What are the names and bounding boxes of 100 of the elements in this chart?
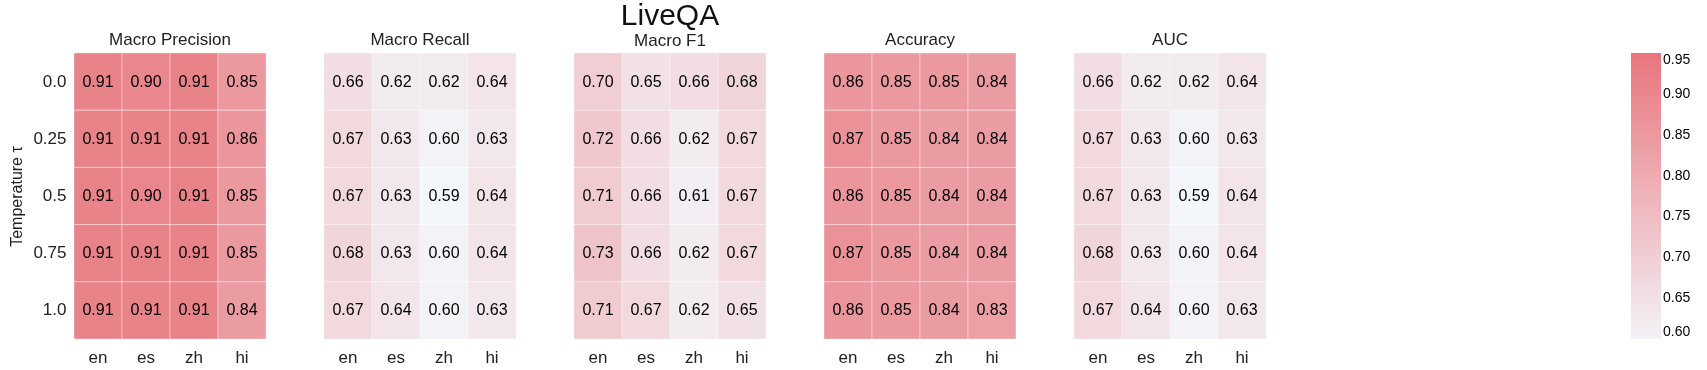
- chart-title: LiveQA: [620, 0, 720, 31]
- data-label: 0.68: [1082, 244, 1114, 262]
- data-label: 0.63: [380, 187, 412, 204]
- data-label: 0.91: [178, 301, 210, 319]
- data-label: 0.84: [976, 244, 1008, 262]
- data-label: 0.91: [178, 129, 210, 147]
- data-label: 0.65: [726, 301, 758, 319]
- chart-subtitle: Macro F1: [634, 30, 706, 50]
- data-label: 0.91: [130, 129, 162, 147]
- data-label: 0.66: [332, 72, 364, 90]
- data-label: 0.85: [226, 72, 258, 90]
- data-label: 0.67: [1082, 129, 1114, 147]
- data-label: 0.85: [226, 187, 258, 204]
- data-label: 0.64: [476, 244, 508, 262]
- color-bar-label: 0.95: [1663, 51, 1691, 67]
- data-label: 0.72: [582, 129, 614, 147]
- y-tick-label: 0.0: [42, 71, 67, 91]
- data-label: 0.64: [476, 72, 508, 90]
- data-label: 0.66: [630, 129, 662, 147]
- data-label: 0.62: [1130, 72, 1162, 90]
- data-label: 0.91: [82, 187, 114, 204]
- data-label: 0.67: [332, 187, 364, 204]
- data-label: 0.63: [1130, 187, 1162, 204]
- data-label: 0.63: [380, 129, 412, 147]
- data-label: 0.86: [832, 72, 864, 90]
- data-label: 0.67: [726, 244, 758, 262]
- data-label: 0.63: [380, 244, 412, 262]
- x-tick-label: en: [338, 347, 358, 367]
- x-tick-label: hi: [1235, 347, 1249, 367]
- data-label: 0.85: [880, 187, 912, 204]
- data-label: 0.83: [976, 301, 1008, 319]
- data-label: 0.85: [880, 129, 912, 147]
- data-label: 0.67: [726, 187, 758, 204]
- data-label: 0.63: [476, 301, 508, 319]
- data-label: 0.62: [678, 301, 710, 319]
- data-label: 0.84: [976, 187, 1008, 204]
- x-tick-label: zh: [1185, 347, 1203, 367]
- data-label: 0.61: [678, 187, 710, 204]
- x-tick-label: en: [838, 347, 858, 367]
- data-label: 0.62: [428, 72, 460, 90]
- data-label: 0.90: [130, 72, 162, 90]
- data-label: 0.68: [332, 244, 364, 262]
- color-bar-label: 0.65: [1663, 289, 1691, 306]
- x-tick-label: hi: [485, 347, 499, 367]
- data-label: 0.91: [178, 244, 210, 262]
- data-label: 0.64: [1226, 244, 1258, 262]
- data-label: 0.67: [630, 301, 662, 319]
- data-label: 0.91: [82, 301, 114, 319]
- data-label: 0.91: [178, 72, 210, 90]
- x-tick-label: es: [137, 347, 155, 367]
- y-tick-label: 0.25: [33, 128, 67, 148]
- data-label: 0.66: [1082, 72, 1114, 90]
- x-tick-label: es: [387, 347, 405, 367]
- data-label: 0.71: [582, 301, 614, 319]
- data-label: 0.66: [630, 187, 662, 204]
- data-label: 0.62: [678, 129, 710, 147]
- data-label: 0.60: [1178, 129, 1210, 147]
- data-label: 0.63: [1130, 244, 1162, 262]
- data-label: 0.84: [928, 129, 960, 147]
- data-label: 0.86: [226, 129, 258, 147]
- data-label: 0.84: [226, 301, 258, 319]
- x-tick-label: zh: [935, 347, 953, 367]
- x-tick-label: en: [588, 347, 608, 367]
- chart-subtitle: AUC: [1152, 29, 1188, 49]
- data-label: 0.65: [630, 72, 662, 90]
- data-label: 0.67: [332, 301, 364, 319]
- y-tick-label: 0.5: [42, 186, 67, 205]
- color-bar-label: 0.60: [1663, 323, 1691, 339]
- data-label: 0.85: [928, 72, 960, 90]
- data-label: 0.64: [1226, 187, 1258, 204]
- x-tick-label: hi: [735, 347, 749, 367]
- data-label: 0.63: [1130, 129, 1162, 147]
- data-label: 0.59: [1178, 187, 1210, 204]
- data-label: 0.84: [928, 187, 960, 204]
- data-label: 0.59: [428, 187, 460, 204]
- data-label: 0.67: [1082, 301, 1114, 319]
- y-tick-label: 1.0: [42, 300, 67, 320]
- data-label: 0.91: [130, 301, 162, 319]
- x-tick-label: zh: [685, 347, 703, 367]
- data-label: 0.62: [380, 72, 412, 90]
- data-label: 0.60: [428, 129, 460, 147]
- data-label: 0.64: [1226, 72, 1258, 90]
- data-label: 0.60: [428, 301, 460, 319]
- x-tick-label: zh: [435, 347, 453, 367]
- chart-subtitle: Accuracy: [885, 29, 956, 49]
- color-bar-label: 0.90: [1663, 84, 1691, 101]
- data-label: 0.84: [928, 244, 960, 262]
- data-label: 0.71: [582, 187, 614, 204]
- data-label: 0.64: [1130, 301, 1162, 319]
- x-tick-label: es: [1137, 347, 1155, 367]
- data-label: 0.84: [976, 72, 1008, 90]
- data-label: 0.63: [1226, 301, 1258, 319]
- data-label: 0.85: [880, 72, 912, 90]
- data-label: 0.63: [476, 129, 508, 147]
- data-label: 0.60: [1178, 301, 1210, 319]
- data-label: 0.91: [82, 129, 114, 147]
- data-label: 0.85: [226, 244, 258, 262]
- x-tick-label: en: [1088, 347, 1108, 367]
- data-label: 0.64: [380, 301, 412, 319]
- data-label: 0.66: [678, 72, 710, 90]
